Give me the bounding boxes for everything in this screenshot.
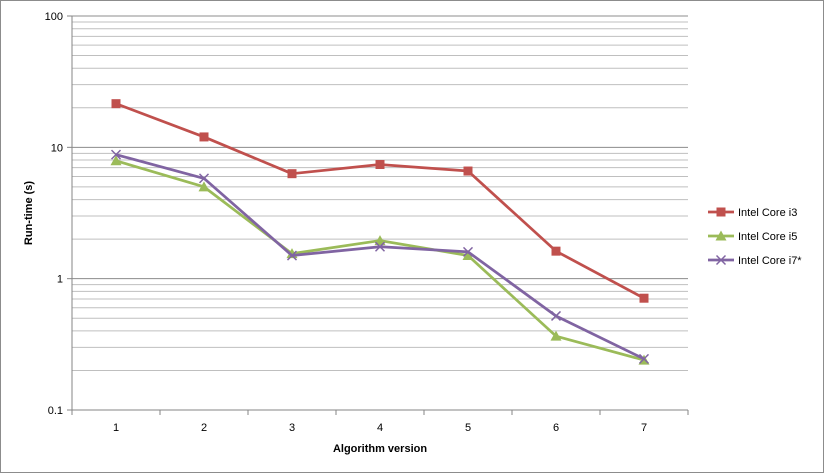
data-point (198, 181, 210, 192)
data-point (374, 235, 386, 246)
data-point (287, 169, 297, 179)
legend-item: Intel Core i3 (708, 207, 797, 219)
data-point (551, 246, 561, 256)
data-point (639, 293, 649, 303)
x-tick-label: 7 (641, 422, 647, 434)
legend-marker (716, 207, 726, 217)
data-point (550, 310, 562, 321)
data-point (550, 330, 562, 341)
data-point (111, 99, 121, 109)
x-tick-label: 1 (113, 422, 119, 434)
y-tick-label: 1 (57, 274, 63, 286)
series-3 (110, 149, 650, 364)
data-point (462, 246, 474, 257)
axes (67, 15, 689, 415)
series-line (115, 102, 645, 300)
legend: Intel Core i3 Intel Core i5 Intel Core i7* (708, 207, 802, 267)
data-point (374, 241, 386, 252)
y-tick-label: 10 (51, 142, 63, 154)
x-tick-label: 5 (465, 422, 471, 434)
data-point (110, 149, 122, 160)
legend-marker (715, 230, 727, 241)
y-tick-label: 100 (45, 11, 63, 23)
legend-label: Intel Core i7* (738, 255, 802, 267)
data-point (110, 155, 122, 166)
series-1 (111, 99, 649, 303)
series-line (115, 159, 645, 362)
y-tick-label: 0.1 (48, 405, 63, 417)
legend-item: Intel Core i7* (708, 254, 802, 267)
x-tick-label: 2 (201, 422, 207, 434)
series-group (110, 99, 650, 365)
x-tick-label: 4 (377, 422, 383, 434)
legend-marker (715, 254, 727, 266)
data-point (199, 132, 209, 142)
x-axis-title: Algorithm version (333, 443, 427, 455)
gridlines (72, 15, 688, 411)
legend-label: Intel Core i5 (738, 231, 797, 243)
x-tick-label: 6 (553, 422, 559, 434)
tick-labels: 0.1 1 10 100 1 2 3 4 5 6 7 (45, 11, 647, 434)
legend-item: Intel Core i5 (708, 230, 797, 243)
data-point (462, 250, 474, 261)
data-point (638, 353, 650, 364)
x-tick-label: 3 (289, 422, 295, 434)
data-point (463, 166, 473, 176)
data-point (198, 173, 210, 184)
data-point (286, 250, 298, 261)
legend-label: Intel Core i3 (738, 207, 797, 219)
data-point (375, 160, 385, 170)
y-axis-title: Run-time (s) (23, 181, 35, 246)
